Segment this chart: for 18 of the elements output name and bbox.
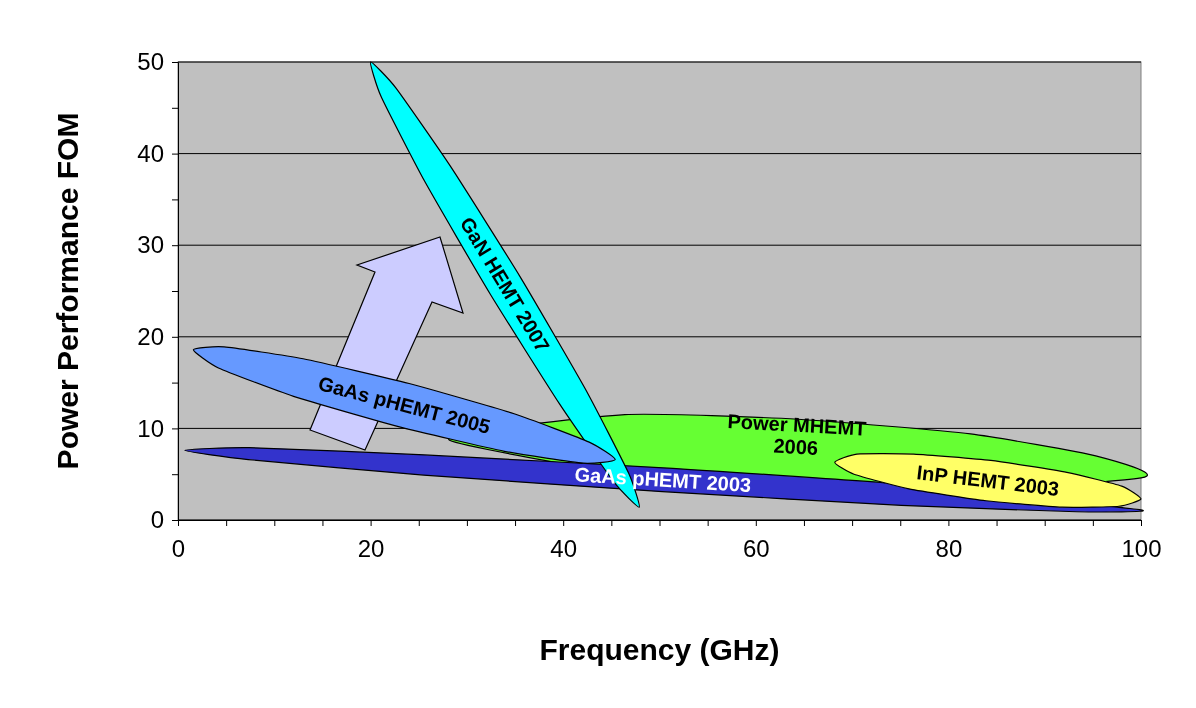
series-label: GaAs pHEMT 2003 [573, 463, 752, 497]
y-tick-label: 40 [137, 139, 164, 167]
y-axis-title: Power Performance FOM [51, 112, 84, 470]
x-tick-label: 60 [742, 535, 770, 563]
x-tick-label: 80 [935, 535, 963, 563]
x-axis-title: Frequency (GHz) [539, 633, 780, 666]
y-tick-label: 20 [137, 322, 164, 350]
series-label: InP HEMT 2003 [915, 461, 1061, 501]
x-tick-label: 20 [357, 535, 385, 563]
x-tick-label: 40 [550, 535, 578, 563]
series-label: GaAs pHEMT 2005 [316, 372, 493, 438]
y-tick-label: 50 [137, 48, 164, 76]
y-tick-label: 0 [150, 506, 164, 534]
x-tick-label: 100 [1121, 535, 1162, 563]
x-tick-label: 0 [171, 535, 186, 563]
y-tick-label: 30 [137, 231, 164, 259]
series-label: Power MHEMT 2006 [727, 410, 867, 459]
y-tick-label: 10 [137, 414, 164, 442]
